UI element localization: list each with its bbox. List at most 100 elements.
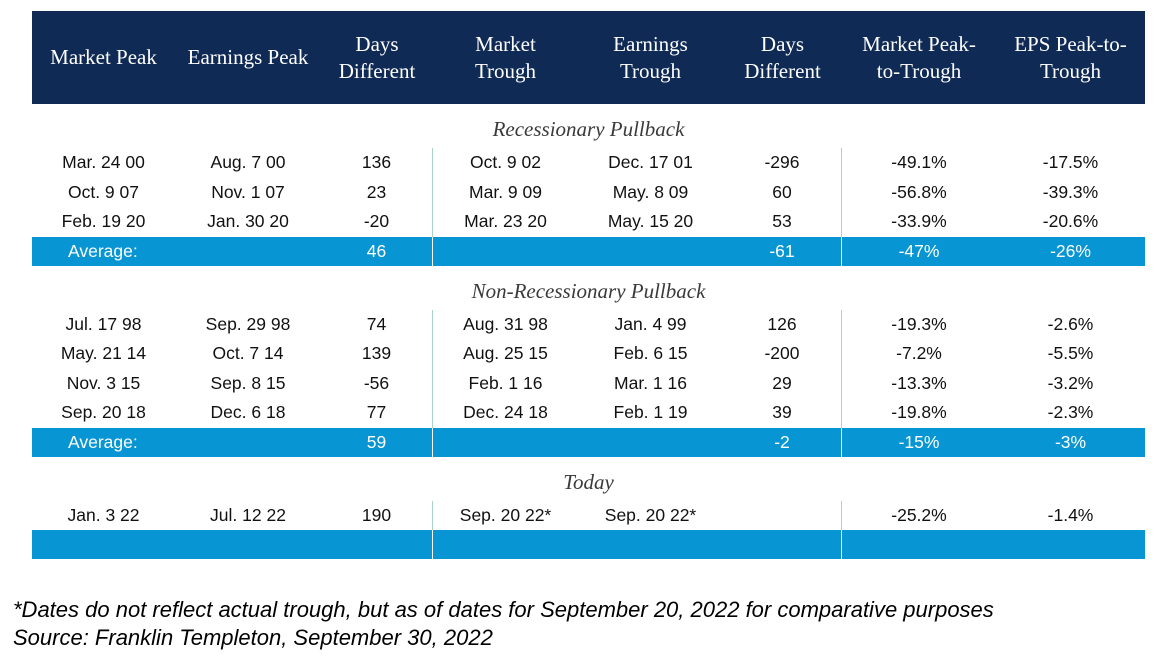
cell-market-trough: Sep. 20 22* bbox=[459, 504, 552, 525]
cell-market-ptt: -25.2% bbox=[891, 504, 947, 525]
cell-days-diff-1: 74 bbox=[321, 309, 433, 339]
header-market-trough: Market Trough bbox=[433, 31, 578, 85]
header-market-trough-text: Market Trough bbox=[474, 31, 537, 83]
cell-days-diff-1: 136 bbox=[321, 148, 433, 178]
header-market-peak: Market Peak bbox=[50, 45, 157, 69]
average-eps-ptt bbox=[996, 530, 1145, 559]
cell-earnings-trough: Mar. 1 16 bbox=[614, 372, 687, 393]
cell-market-peak: Feb. 19 20 bbox=[61, 211, 146, 232]
cell-market-peak: Nov. 3 15 bbox=[66, 372, 141, 393]
average-market-ptt bbox=[842, 530, 996, 559]
cell-days-diff-2: 39 bbox=[723, 398, 842, 428]
average-eps-ptt: -3% bbox=[1054, 431, 1087, 452]
footnote-disclaimer: *Dates do not reflect actual trough, but… bbox=[13, 597, 994, 622]
footnote-source: Source: Franklin Templeton, September 30… bbox=[13, 625, 493, 650]
cell-earnings-peak: Sep. 8 15 bbox=[210, 372, 286, 393]
average-blank bbox=[433, 530, 723, 559]
cell-market-ptt: -49.1% bbox=[891, 152, 947, 173]
average-row bbox=[32, 530, 1145, 559]
cell-earnings-trough: Sep. 20 22* bbox=[604, 504, 697, 525]
cell-earnings-trough: Feb. 6 15 bbox=[613, 343, 688, 364]
cell-days-diff-2 bbox=[723, 500, 842, 530]
cell-earnings-peak: Dec. 6 18 bbox=[210, 402, 286, 423]
header-market-peak-to-trough: Market Peak-to-Trough bbox=[842, 31, 996, 85]
table-row: Oct. 9 07 Nov. 1 07 23 Mar. 9 09 May. 8 09 60… bbox=[32, 177, 1145, 207]
header-days-different-1-text: Days Different bbox=[338, 31, 416, 83]
cell-days-diff-2: 53 bbox=[723, 207, 842, 237]
cell-market-trough: Mar. 23 20 bbox=[464, 211, 547, 232]
cell-earnings-trough: Feb. 1 19 bbox=[613, 402, 688, 423]
cell-earnings-peak: Jan. 30 20 bbox=[207, 211, 289, 232]
cell-market-ptt: -56.8% bbox=[891, 181, 947, 202]
cell-days-diff-2: 126 bbox=[723, 309, 842, 339]
average-row: Average: 59 -2 -15% -3% bbox=[32, 427, 1145, 457]
footnote: *Dates do not reflect actual trough, but… bbox=[13, 596, 994, 652]
average-days-diff-1: 59 bbox=[321, 427, 433, 457]
cell-days-diff-2: -296 bbox=[723, 148, 842, 178]
header-market-peak-to-trough-text: Market Peak-to-Trough bbox=[862, 31, 976, 83]
average-label: Average: bbox=[68, 431, 138, 452]
cell-days-diff-1: 77 bbox=[321, 398, 433, 428]
cell-market-peak: Jan. 3 22 bbox=[67, 504, 140, 525]
average-days-diff-2: -2 bbox=[723, 427, 842, 457]
cell-eps-ptt: -1.4% bbox=[1047, 504, 1094, 525]
cell-market-peak: Oct. 9 07 bbox=[67, 181, 139, 202]
cell-market-peak: Sep. 20 18 bbox=[61, 402, 146, 423]
header-earnings-trough: Earnings Trough bbox=[578, 31, 723, 85]
average-label bbox=[32, 530, 321, 559]
cell-market-trough: Oct. 9 02 bbox=[469, 152, 541, 173]
section-title: Today bbox=[563, 469, 614, 494]
cell-earnings-trough: May. 15 20 bbox=[607, 211, 694, 232]
cell-eps-ptt: -2.6% bbox=[1047, 313, 1094, 334]
cell-market-trough: Dec. 24 18 bbox=[463, 402, 548, 423]
section-title: Non-Recessionary Pullback bbox=[471, 278, 706, 303]
cell-market-ptt: -19.3% bbox=[891, 313, 947, 334]
cell-market-trough: Feb. 1 16 bbox=[468, 372, 543, 393]
average-eps-ptt: -26% bbox=[1050, 240, 1091, 261]
header-days-different-2: Days Different bbox=[723, 31, 842, 85]
average-days-diff-1 bbox=[321, 530, 433, 559]
cell-eps-ptt: -5.5% bbox=[1047, 343, 1094, 364]
cell-market-ptt: -13.3% bbox=[891, 372, 947, 393]
table-header: Market Peak Earnings Peak Days Different… bbox=[32, 11, 1145, 104]
average-row: Average: 46 -61 -47% -26% bbox=[32, 236, 1145, 266]
cell-eps-ptt: -39.3% bbox=[1042, 181, 1099, 202]
cell-market-ptt: -33.9% bbox=[891, 211, 947, 232]
cell-days-diff-2: 60 bbox=[723, 177, 842, 207]
cell-earnings-trough: May. 8 09 bbox=[612, 181, 689, 202]
average-blank bbox=[433, 237, 723, 266]
cell-days-diff-2: -200 bbox=[723, 339, 842, 369]
cell-market-peak: Jul. 17 98 bbox=[65, 313, 142, 334]
cell-eps-ptt: -17.5% bbox=[1042, 152, 1099, 173]
table-row: May. 21 14 Oct. 7 14 139 Aug. 25 15 Feb. 6 1… bbox=[32, 339, 1145, 369]
cell-market-ptt: -7.2% bbox=[896, 343, 942, 364]
cell-market-trough: Mar. 9 09 bbox=[469, 181, 542, 202]
header-eps-peak-to-trough: EPS Peak-to-Trough bbox=[996, 31, 1145, 85]
header-eps-peak-to-trough-text: EPS Peak-to-Trough bbox=[1014, 31, 1127, 83]
cell-earnings-peak: Aug. 7 00 bbox=[210, 152, 286, 173]
average-label: Average: bbox=[68, 240, 138, 261]
pullback-table: Market Peak Earnings Peak Days Different… bbox=[32, 11, 1145, 569]
cell-eps-ptt: -2.3% bbox=[1047, 402, 1094, 423]
cell-eps-ptt: -20.6% bbox=[1042, 211, 1099, 232]
cell-market-trough: Aug. 31 98 bbox=[463, 313, 548, 334]
cell-earnings-peak: Jul. 12 22 bbox=[210, 504, 286, 525]
average-days-diff-2: -61 bbox=[723, 236, 842, 266]
header-days-different-2-text: Days Different bbox=[744, 31, 821, 83]
cell-days-diff-1: -20 bbox=[321, 207, 433, 237]
header-earnings-trough-text: Earnings Trough bbox=[613, 31, 688, 83]
cell-market-ptt: -19.8% bbox=[891, 402, 947, 423]
cell-market-trough: Aug. 25 15 bbox=[463, 343, 548, 364]
average-days-diff-2 bbox=[723, 530, 842, 559]
cell-earnings-trough: Jan. 4 99 bbox=[614, 313, 687, 334]
table-row: Mar. 24 00 Aug. 7 00 136 Oct. 9 02 Dec. 17 0… bbox=[32, 148, 1145, 178]
cell-earnings-peak: Nov. 1 07 bbox=[211, 181, 285, 202]
cell-days-diff-1: 139 bbox=[321, 339, 433, 369]
section-title: Recessionary Pullback bbox=[492, 117, 685, 141]
cell-earnings-trough: Dec. 17 01 bbox=[608, 152, 693, 173]
cell-days-diff-2: 29 bbox=[723, 368, 842, 398]
cell-days-diff-1: 23 bbox=[321, 177, 433, 207]
cell-earnings-peak: Sep. 29 98 bbox=[205, 313, 291, 334]
cell-market-peak: Mar. 24 00 bbox=[62, 152, 145, 173]
table-row: Jan. 3 22 Jul. 12 22 190 Sep. 20 22* Sep. 20… bbox=[32, 500, 1145, 530]
